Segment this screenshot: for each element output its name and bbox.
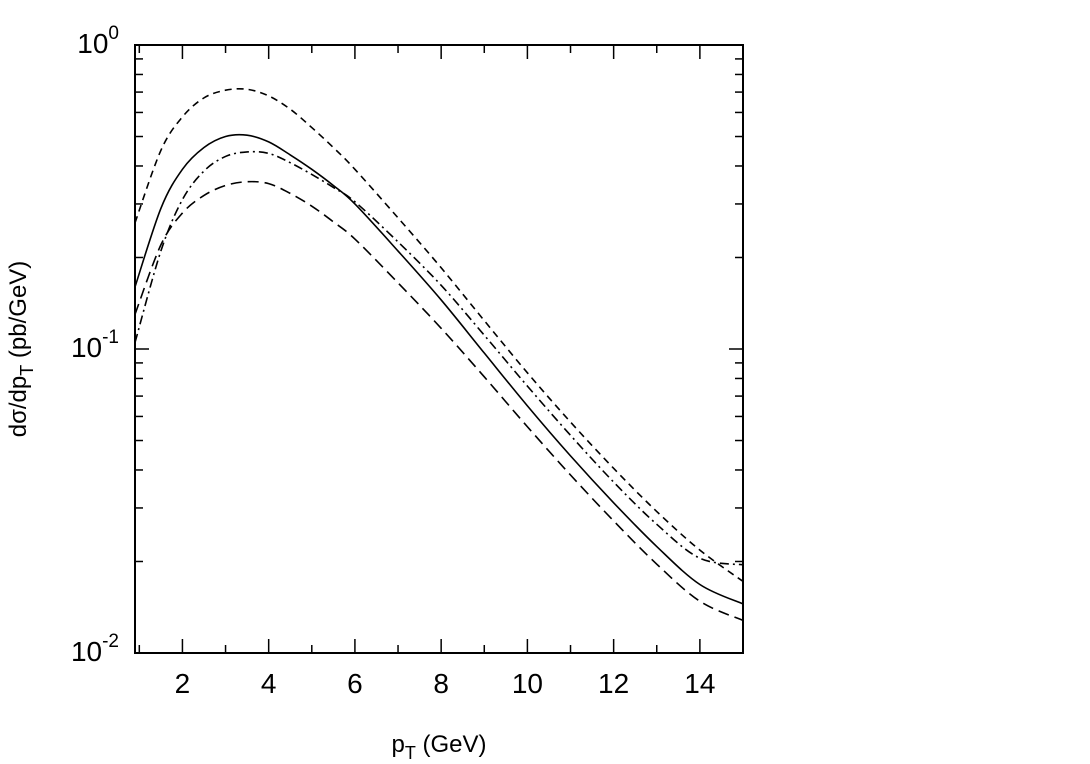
curve-solid [134,133,744,605]
curve-long-dash [134,180,744,622]
y-tick-label-exponent: -1 [102,327,119,348]
y-tick-label-exponent: -2 [102,631,119,652]
x-tick-label: 10 [512,668,543,699]
curve-short-dash [134,87,744,583]
x-axis-title-main: p [391,731,404,758]
y-tick-label: 100 [77,23,119,59]
x-tick-label: 4 [261,668,277,699]
y-tick-label-base: 10 [71,636,102,667]
y-tick-label-exponent: 0 [108,23,119,44]
y-axis-title-unit: (pb/GeV) [5,261,32,365]
curves [134,87,744,622]
y-axis-title-sub: T [17,365,37,376]
y-tick-label: 10-2 [71,631,119,667]
x-axis-title-unit: (GeV) [416,731,487,758]
y-tick-label: 10-1 [71,327,119,363]
x-tick-label: 14 [684,668,715,699]
x-tick-label: 2 [175,668,191,699]
x-tick-label: 8 [433,668,449,699]
y-tick-label-base: 10 [71,332,102,363]
x-tick-label: 12 [598,668,629,699]
y-axis-title: dσ/dpT (pb/GeV) [5,261,37,438]
x-tick-label: 6 [347,668,363,699]
curve-dash-dot [134,150,744,566]
x-axis-title: pT (GeV) [391,731,486,763]
axis-ticks [135,44,744,654]
x-axis-title-sub: T [405,743,416,763]
y-axis-title-main: dσ/dp [5,376,32,438]
y-tick-label-base: 10 [77,28,108,59]
plot-frame [134,44,744,654]
